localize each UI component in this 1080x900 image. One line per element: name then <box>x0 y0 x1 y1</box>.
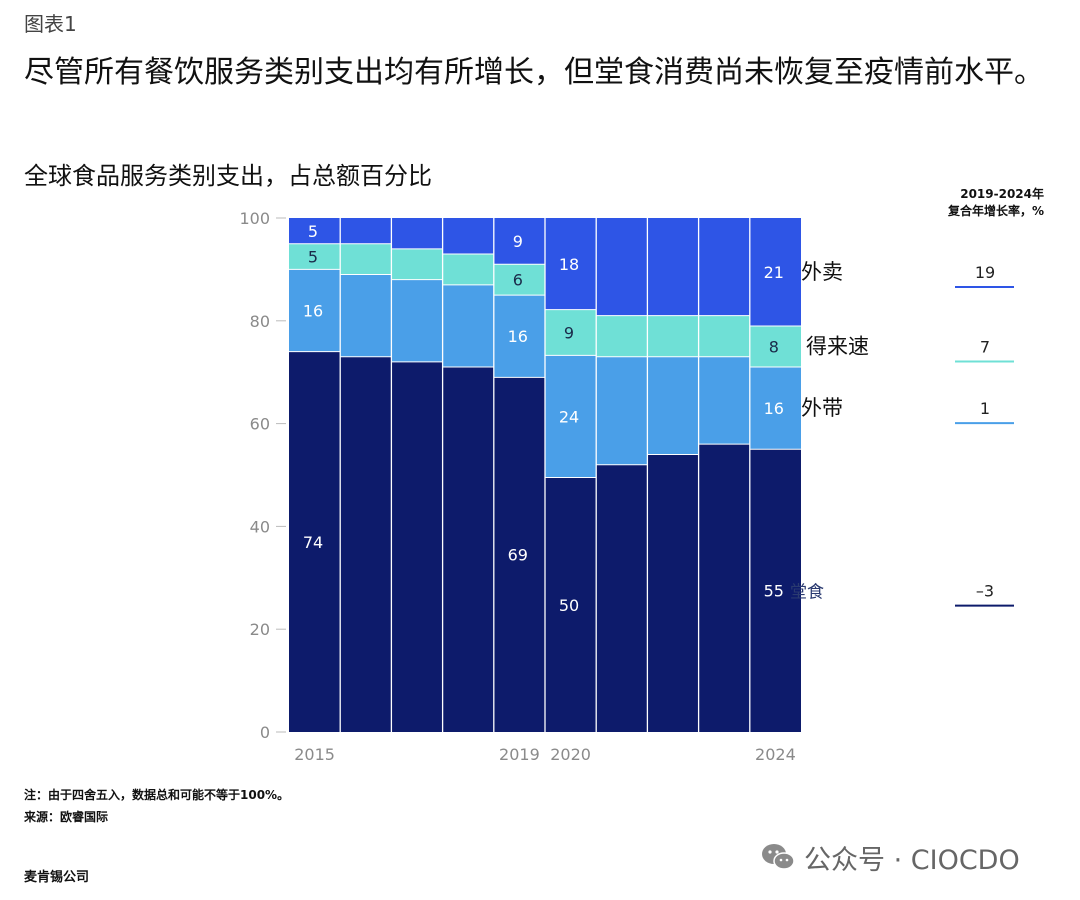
bar-segment-delivery <box>545 218 597 310</box>
y-tick-label: 0 <box>260 723 270 742</box>
data-label-dine_in: 74 <box>303 533 323 552</box>
cagr-value-quick_service: 7 <box>980 338 990 357</box>
data-label-takeaway: 16 <box>764 399 784 418</box>
x-tick-label: 2020 <box>550 745 591 764</box>
data-label-quick_service: 8 <box>769 338 779 357</box>
bar-segment-dine_in <box>749 449 801 732</box>
y-tick-label: 60 <box>250 415 270 434</box>
bar-segment-quick_service <box>596 315 648 357</box>
cagr-header: 2019-2024年 复合年增长率，% <box>920 186 1044 220</box>
bar-segment-takeaway <box>596 356 648 465</box>
figure-label: 图表1 <box>24 12 77 36</box>
data-label-dine_in: 55 <box>764 582 784 601</box>
bar-segment-quick_service <box>493 264 545 296</box>
bar-segment-quick_service <box>545 309 597 356</box>
bar-segment-quick_service <box>391 248 443 280</box>
series-label-delivery: 外卖 <box>801 260 843 284</box>
data-label-delivery: 18 <box>559 255 579 274</box>
bar-segment-takeaway <box>289 269 341 352</box>
bar-segment-quick_service <box>749 325 801 368</box>
watermark-text: 公众号 · CIOCDO <box>804 845 1020 876</box>
bar-segment-delivery <box>596 218 648 316</box>
chart-title: 全球食品服务类别支出，占总额百分比 <box>24 162 432 190</box>
cagr-header-period: 2019-2024年 <box>960 187 1044 201</box>
bar-segment-quick_service <box>647 315 699 357</box>
cagr-header-metric: 复合年增长率，% <box>947 204 1044 218</box>
bar-segment-dine_in <box>442 367 494 732</box>
series-label-dine_in: 堂食 <box>790 583 824 603</box>
x-tick-label: 2015 <box>294 745 335 764</box>
wechat-icon <box>762 844 795 870</box>
footnote: 注：由于四舍五入，数据总和可能不等于100%。 <box>24 788 290 802</box>
bar-segment-takeaway <box>340 274 392 357</box>
data-label-delivery: 21 <box>764 263 784 282</box>
bar-segment-delivery <box>391 218 443 249</box>
bar-segment-delivery <box>493 218 545 265</box>
cagr-value-dine_in: –3 <box>976 582 994 601</box>
series-label-quick_service: 得来速 <box>806 335 869 359</box>
data-label-dine_in: 69 <box>508 546 528 565</box>
bar-segment-dine_in <box>647 454 699 732</box>
data-label-quick_service: 5 <box>308 248 318 267</box>
bar-segment-delivery <box>698 218 750 316</box>
bar-segment-takeaway <box>391 279 443 362</box>
data-label-takeaway: 24 <box>559 407 579 426</box>
data-label-quick_service: 6 <box>513 271 523 290</box>
bar-segment-takeaway <box>545 355 597 478</box>
bar-segment-quick_service <box>698 315 750 357</box>
data-label-quick_service: 9 <box>564 324 574 343</box>
cagr-value-delivery: 19 <box>975 263 995 282</box>
bar-segment-takeaway <box>698 356 750 445</box>
bar-segment-takeaway <box>442 284 494 368</box>
bar-segment-dine_in <box>340 356 392 732</box>
bar-segment-delivery <box>442 218 494 254</box>
bar-segment-dine_in <box>545 477 597 732</box>
bar-segment-delivery <box>749 218 801 326</box>
x-tick-label: 2024 <box>755 745 796 764</box>
bar-segment-takeaway <box>647 356 699 455</box>
bar-segment-takeaway <box>493 295 545 378</box>
bar-segment-dine_in <box>391 361 443 732</box>
y-tick-label: 100 <box>239 209 270 228</box>
bar-segment-quick_service <box>442 253 494 285</box>
y-tick-label: 40 <box>250 517 270 536</box>
series-label-takeaway: 外带 <box>801 396 843 420</box>
data-label-dine_in: 50 <box>559 596 579 615</box>
x-tick-label: 2019 <box>499 745 540 764</box>
bar-segment-delivery <box>289 218 341 244</box>
headline: 尽管所有餐饮服务类别支出均有所增长，但堂食消费尚未恢复至疫情前水平。 <box>24 55 1044 90</box>
bar-segment-dine_in <box>698 444 750 732</box>
company-name: 麦肯锡公司 <box>24 870 90 885</box>
y-tick-label: 20 <box>250 620 270 639</box>
data-label-delivery: 9 <box>513 232 523 251</box>
bar-segment-dine_in <box>493 377 545 732</box>
bar-segment-dine_in <box>596 464 648 732</box>
data-label-delivery: 5 <box>308 222 318 241</box>
cagr-value-takeaway: 1 <box>980 399 990 418</box>
bar-segment-quick_service <box>340 243 392 275</box>
data-label-takeaway: 16 <box>303 302 323 321</box>
bar-segment-delivery <box>340 218 392 244</box>
bar-segment-takeaway <box>749 367 801 450</box>
bar-segment-delivery <box>647 218 699 316</box>
watermark: 公众号 · CIOCDO <box>760 838 1020 877</box>
bar-segment-dine_in <box>289 351 341 732</box>
y-tick-label: 80 <box>250 312 270 331</box>
bar-segment-quick_service <box>289 243 341 270</box>
source-note: 来源：欧睿国际 <box>24 810 109 824</box>
data-label-takeaway: 16 <box>508 327 528 346</box>
